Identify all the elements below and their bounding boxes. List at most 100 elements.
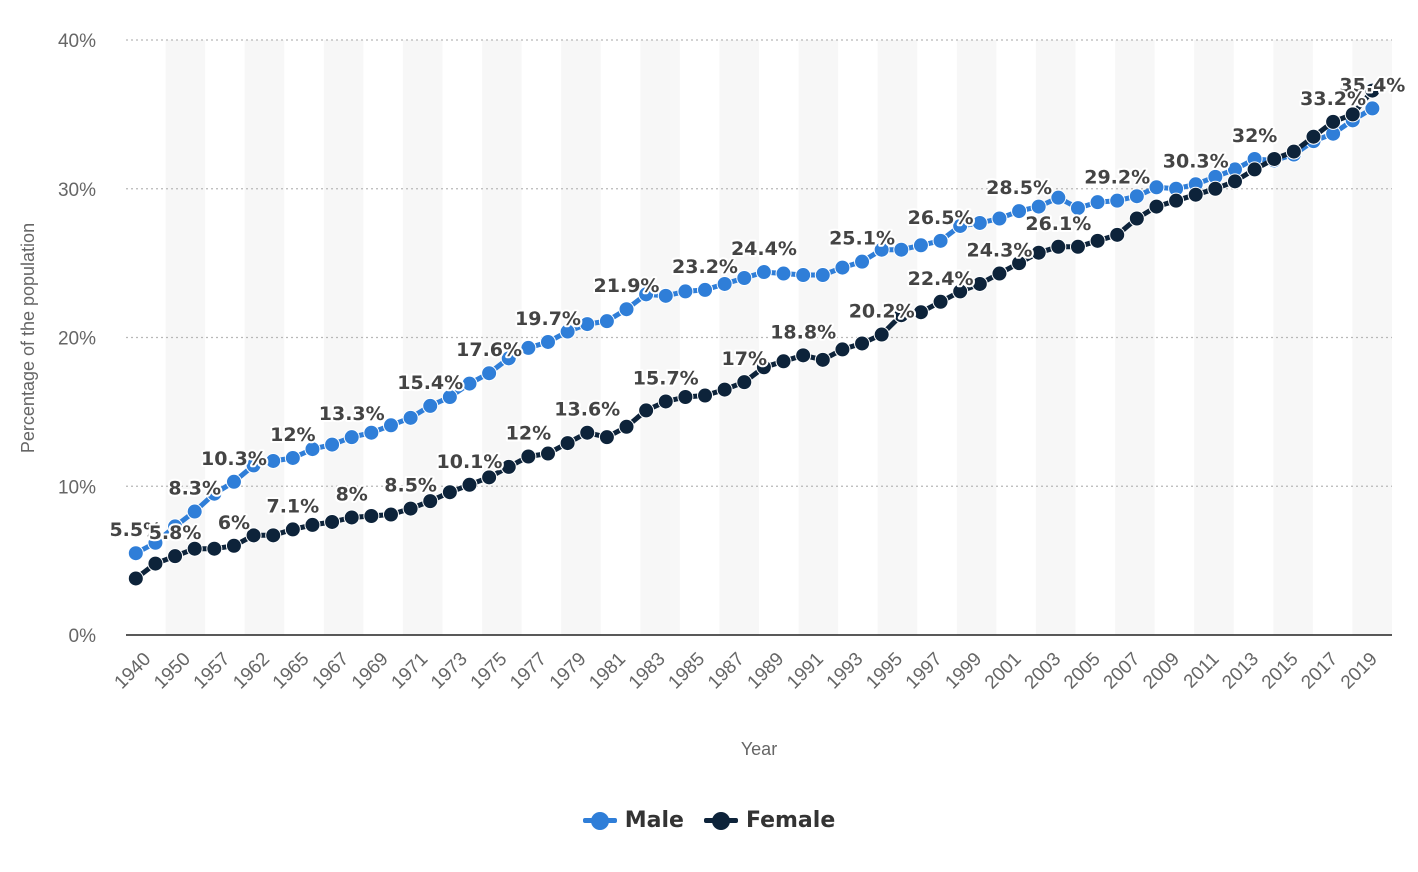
- point-male: [873, 241, 890, 258]
- x-tick-label: 1977: [506, 649, 551, 694]
- point-male: [716, 275, 733, 292]
- point-female: [304, 516, 321, 533]
- point-female: [422, 493, 439, 510]
- data-label-male: 10.3%: [201, 448, 267, 470]
- legend-female-label: Female: [745, 808, 836, 833]
- point-female: [1305, 128, 1322, 145]
- point-female: [716, 381, 733, 398]
- point-female: [1246, 161, 1263, 178]
- point-female: [1109, 226, 1126, 243]
- legend-female-symbol: [703, 811, 738, 831]
- point-male: [1050, 189, 1067, 206]
- point-female: [127, 570, 144, 587]
- x-tick-label: 1950: [150, 649, 195, 694]
- data-labels: 5.5%8.3%10.3%12%13.3%15.4%17.6%19.7%21.9…: [107, 72, 1407, 546]
- y-tick-label: 40%: [58, 31, 96, 52]
- x-tick-label: 2003: [1021, 649, 1066, 694]
- point-female: [324, 513, 341, 530]
- point-male: [912, 237, 929, 254]
- point-female: [677, 389, 694, 405]
- y-tick-label: 20%: [58, 329, 96, 350]
- x-tick-label: 1993: [823, 649, 868, 694]
- point-male: [834, 259, 851, 276]
- data-label-female: 7.1%: [266, 495, 319, 517]
- data-label-male: 17.6%: [456, 339, 522, 361]
- series-male: [127, 100, 1381, 562]
- point-male: [1069, 200, 1086, 217]
- x-tick-label: 1985: [664, 649, 709, 694]
- y-tick-label: 10%: [58, 477, 96, 498]
- point-female: [481, 469, 498, 486]
- x-tick-label: 1965: [269, 649, 314, 694]
- point-female: [618, 418, 635, 435]
- point-female: [1187, 186, 1204, 203]
- point-female: [500, 458, 517, 475]
- column-band: [244, 40, 285, 635]
- point-male: [245, 457, 262, 474]
- data-label-male: 25.1%: [829, 228, 895, 250]
- x-tick-label: 1997: [902, 649, 947, 694]
- point-male: [206, 485, 223, 502]
- point-female: [991, 265, 1008, 282]
- point-male: [638, 286, 655, 303]
- data-label-female: 17%: [722, 348, 767, 370]
- point-female: [736, 374, 753, 391]
- point-female: [657, 393, 674, 410]
- point-female: [461, 476, 478, 493]
- x-tick-label: 2013: [1218, 649, 1263, 694]
- x-tick-label: 1940: [111, 649, 156, 694]
- point-female: [1089, 232, 1106, 249]
- data-label-male: 5.5%: [109, 519, 162, 541]
- point-male: [422, 397, 439, 414]
- point-female: [343, 509, 360, 526]
- column-band: [1115, 40, 1155, 635]
- point-male: [1148, 179, 1165, 196]
- point-male: [324, 436, 341, 453]
- x-tick-label: 1969: [348, 649, 393, 694]
- point-male: [481, 365, 498, 382]
- x-tick-label: 2019: [1337, 649, 1382, 694]
- point-female: [598, 429, 615, 446]
- column-bands: [165, 40, 1392, 635]
- point-female: [873, 326, 890, 343]
- point-female: [775, 353, 792, 370]
- data-label-female: 15.7%: [633, 367, 699, 389]
- point-female: [1030, 244, 1047, 261]
- point-male: [1364, 100, 1381, 117]
- x-tick-label: 1989: [744, 649, 789, 694]
- point-male: [441, 389, 458, 405]
- data-label-male: 35.4%: [1339, 74, 1405, 96]
- point-female: [167, 548, 184, 565]
- point-male: [755, 264, 772, 281]
- legend-item-female[interactable]: Female: [703, 808, 836, 833]
- point-female: [912, 304, 929, 321]
- x-tick-label: 1967: [308, 649, 353, 694]
- point-male: [500, 350, 517, 367]
- point-female: [540, 445, 556, 462]
- point-female: [441, 484, 458, 501]
- point-female: [1364, 82, 1381, 99]
- column-band: [719, 40, 759, 635]
- point-male: [363, 424, 380, 441]
- point-female: [520, 448, 537, 465]
- point-male: [736, 270, 753, 286]
- point-female: [1168, 192, 1185, 209]
- point-male: [1030, 198, 1047, 215]
- x-axis-title: Year: [741, 739, 777, 759]
- data-label-female: 8%: [336, 483, 368, 505]
- x-tick-label: 1979: [546, 649, 591, 694]
- point-female: [1266, 151, 1283, 167]
- series-line-female: [133, 88, 1375, 581]
- data-label-male: 21.9%: [594, 275, 660, 297]
- data-label-female: 18.8%: [770, 321, 836, 343]
- legend-item-male[interactable]: Male: [582, 808, 684, 833]
- point-female: [1128, 210, 1145, 227]
- point-female: [854, 335, 871, 352]
- point-female: [697, 387, 714, 404]
- x-tick-label: 1981: [585, 649, 630, 694]
- point-female: [206, 540, 223, 557]
- data-label-female: 12%: [506, 423, 551, 445]
- point-female: [1325, 113, 1342, 130]
- point-male: [382, 417, 399, 434]
- data-label-male: 26.5%: [908, 207, 974, 229]
